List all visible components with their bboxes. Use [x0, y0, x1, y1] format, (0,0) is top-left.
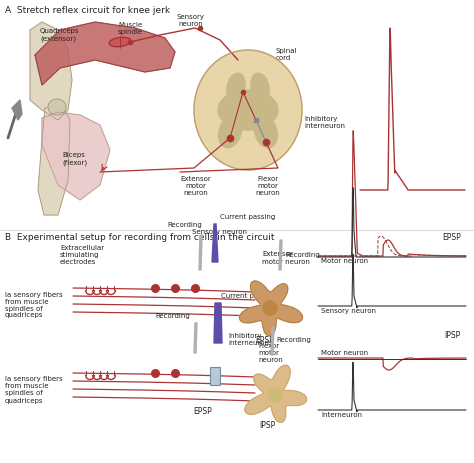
Text: Recording: Recording [285, 252, 320, 258]
Text: Ia sensory fibers
from muscle
spindles of
quadriceps: Ia sensory fibers from muscle spindles o… [5, 376, 63, 403]
FancyBboxPatch shape [210, 367, 220, 385]
Text: A  Stretch reflex circuit for knee jerk: A Stretch reflex circuit for knee jerk [5, 6, 170, 15]
Text: B  Experimental setup for recording from cells in the circuit: B Experimental setup for recording from … [5, 233, 274, 242]
Text: Recording: Recording [276, 337, 311, 343]
Text: Flexor
motor
neuron: Flexor motor neuron [258, 343, 283, 363]
Polygon shape [212, 224, 218, 262]
Text: Recording: Recording [168, 222, 202, 228]
Text: Motor neuron: Motor neuron [321, 350, 368, 356]
Ellipse shape [268, 388, 282, 402]
Text: Spinal
cord: Spinal cord [276, 48, 298, 61]
Text: Current passing: Current passing [221, 293, 276, 299]
Text: EPSP: EPSP [442, 233, 461, 243]
Ellipse shape [109, 38, 131, 47]
Text: Ia sensory fibers
from muscle
spindles of
quadriceps: Ia sensory fibers from muscle spindles o… [5, 292, 63, 319]
Polygon shape [30, 22, 72, 120]
Polygon shape [279, 240, 282, 270]
Text: Muscle
spindle: Muscle spindle [118, 22, 143, 35]
Text: Flexor
motor
neuron: Flexor motor neuron [255, 176, 281, 196]
Ellipse shape [251, 73, 269, 103]
Polygon shape [199, 235, 202, 270]
Ellipse shape [48, 99, 66, 115]
Text: Quadriceps
(extensor): Quadriceps (extensor) [40, 28, 80, 42]
Text: EPSP: EPSP [255, 336, 274, 345]
Text: Extensor
motor
neuron: Extensor motor neuron [181, 176, 211, 196]
Text: IPSP: IPSP [259, 421, 275, 430]
Polygon shape [42, 112, 110, 200]
Text: Biceps
(flexor): Biceps (flexor) [62, 152, 87, 165]
Text: Interneuron: Interneuron [321, 412, 362, 418]
Text: Extensor
motor neuron: Extensor motor neuron [262, 251, 310, 264]
Polygon shape [239, 281, 302, 336]
Polygon shape [271, 327, 274, 355]
Polygon shape [194, 323, 197, 353]
Text: Sensory
neuron: Sensory neuron [177, 14, 205, 27]
Polygon shape [245, 365, 307, 422]
Polygon shape [214, 303, 222, 343]
Text: EPSP: EPSP [193, 407, 212, 416]
Text: Sensory neuron: Sensory neuron [192, 229, 247, 235]
Text: Inhibitory
interneurons: Inhibitory interneurons [228, 333, 273, 346]
Polygon shape [35, 22, 175, 85]
Text: Inhibitory
interneuron: Inhibitory interneuron [304, 115, 345, 129]
Ellipse shape [255, 116, 277, 148]
Ellipse shape [219, 116, 241, 148]
Text: IPSP: IPSP [445, 332, 461, 340]
Ellipse shape [218, 90, 278, 130]
Text: Recording: Recording [155, 313, 190, 319]
Text: Current passing: Current passing [220, 214, 275, 220]
Ellipse shape [263, 301, 277, 315]
Text: Sensory neuron: Sensory neuron [321, 308, 376, 314]
Ellipse shape [194, 50, 302, 170]
Ellipse shape [227, 73, 245, 103]
Text: Extracellular
stimulating
electrodes: Extracellular stimulating electrodes [60, 245, 104, 265]
Polygon shape [38, 105, 70, 215]
Text: Motor neuron: Motor neuron [321, 258, 368, 264]
Polygon shape [12, 100, 22, 120]
